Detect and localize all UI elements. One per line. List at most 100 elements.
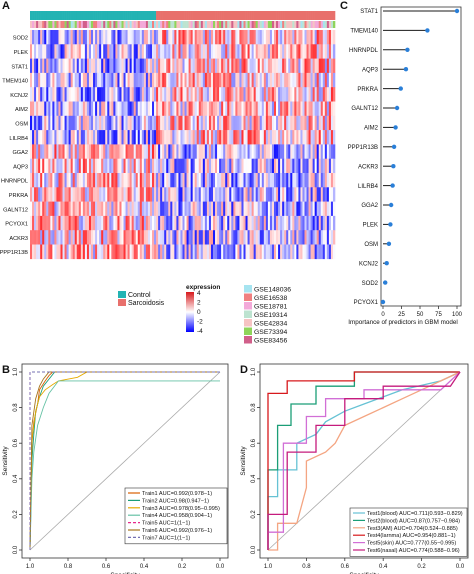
heatmap-cell bbox=[139, 30, 143, 45]
heatmap-cell bbox=[237, 72, 240, 88]
heatmap-cell bbox=[170, 201, 173, 217]
heatmap-cell bbox=[60, 58, 63, 74]
heatmap-cell bbox=[267, 158, 271, 174]
heatmap-cell bbox=[74, 115, 78, 131]
heatmap-cell bbox=[257, 244, 261, 260]
heatmap-cell bbox=[154, 187, 157, 202]
heatmap-cell bbox=[62, 158, 65, 174]
heatmap-cell bbox=[280, 87, 283, 102]
heatmap-cell bbox=[243, 87, 246, 102]
heatmap-cell bbox=[125, 130, 128, 145]
heatmap-cell bbox=[84, 101, 88, 117]
heatmap-cell bbox=[68, 30, 71, 45]
heatmap-cell bbox=[66, 115, 69, 131]
heatmap-cell bbox=[239, 72, 242, 88]
heatmap-cell bbox=[188, 87, 191, 102]
group-annotation-cell bbox=[76, 11, 80, 20]
heatmap-cell bbox=[178, 173, 181, 188]
heatmap-cell bbox=[50, 115, 53, 131]
heatmap-cell bbox=[123, 101, 126, 117]
heatmap-cell bbox=[52, 115, 55, 131]
group-annotation-cell bbox=[162, 11, 165, 20]
heatmap-cell bbox=[78, 30, 82, 45]
heatmap-cell bbox=[66, 158, 69, 174]
heatmap-cell bbox=[97, 72, 100, 88]
panel-b-label: B bbox=[2, 364, 10, 376]
heatmap-cell bbox=[229, 44, 232, 59]
heatmap-cell bbox=[255, 101, 259, 117]
heatmap-cell bbox=[330, 101, 334, 117]
heatmap-cell bbox=[32, 130, 35, 145]
heatmap-cell bbox=[101, 144, 104, 159]
heatmap-cell bbox=[306, 72, 309, 88]
heatmap-cell bbox=[121, 30, 124, 45]
heatmap-cell bbox=[103, 173, 106, 188]
heatmap-cell bbox=[208, 30, 212, 45]
heatmap-cell bbox=[176, 173, 179, 188]
heatmap-cell bbox=[192, 30, 195, 45]
heatmap-cell bbox=[58, 101, 61, 117]
heatmap-cell bbox=[88, 144, 92, 159]
heatmap-cell bbox=[44, 101, 47, 117]
heatmap-cell bbox=[239, 230, 242, 245]
dataset-annotation-cell bbox=[149, 21, 153, 28]
roc-x-tick-label: 1.0 bbox=[26, 564, 35, 570]
heatmap-cell bbox=[312, 58, 315, 74]
group-annotation-cell bbox=[48, 11, 51, 20]
heatmap-cell bbox=[253, 58, 256, 74]
heatmap-cell bbox=[52, 244, 55, 260]
heatmap-cell bbox=[164, 30, 167, 45]
heatmap-cell bbox=[184, 72, 187, 88]
heatmap-cell bbox=[284, 72, 287, 88]
heatmap-cell bbox=[176, 30, 179, 45]
heatmap-cell bbox=[188, 72, 191, 88]
heatmap-cell bbox=[286, 130, 289, 145]
heatmap-cell bbox=[261, 244, 265, 260]
heatmap-cell bbox=[162, 44, 165, 59]
heatmap-cell bbox=[117, 230, 120, 245]
heatmap-cell bbox=[267, 173, 271, 188]
heatmap-cell bbox=[324, 244, 328, 260]
heatmap-cell bbox=[328, 30, 332, 45]
heatmap-cell bbox=[184, 101, 187, 117]
heatmap-cell bbox=[223, 187, 226, 202]
heatmap-cell bbox=[217, 201, 220, 217]
heatmap-cell bbox=[278, 144, 281, 159]
heatmap-cell bbox=[38, 30, 41, 45]
heatmap-cell bbox=[213, 173, 216, 188]
heatmap-cell bbox=[84, 144, 88, 159]
roc-legend-label: Train2 AUC=0.98(0.947−1) bbox=[142, 498, 209, 504]
heatmap-cell bbox=[174, 58, 177, 74]
heatmap-cell bbox=[44, 87, 47, 102]
heatmap-cell bbox=[166, 115, 169, 131]
dataset-legend-swatch bbox=[244, 327, 252, 335]
heatmap-cell bbox=[127, 187, 130, 202]
heatmap-cell bbox=[237, 115, 240, 131]
heatmap-cell bbox=[208, 58, 212, 74]
dataset-annotation-cell bbox=[105, 21, 108, 28]
heatmap-cell bbox=[117, 115, 120, 131]
group-annotation-cell bbox=[149, 11, 153, 20]
heatmap-cell bbox=[162, 230, 165, 245]
heatmap-cell bbox=[298, 230, 301, 245]
heatmap-cell bbox=[237, 230, 240, 245]
roc-legend-box bbox=[349, 507, 468, 557]
heatmap-cell bbox=[80, 58, 84, 74]
heatmap-panel: SOD2PLEKSTAT1TMEM140KCNJ2AIM2OSMLILRB4GG… bbox=[0, 11, 336, 345]
heatmap-cell bbox=[200, 44, 204, 59]
heatmap-cell bbox=[330, 72, 334, 88]
heatmap-cell bbox=[223, 201, 226, 217]
heatmap-cell bbox=[103, 158, 106, 174]
heatmap-row-label: ACKR3 bbox=[9, 236, 28, 242]
heatmap-cell bbox=[225, 72, 228, 88]
roc-x-tick-label: 0.8 bbox=[302, 564, 311, 570]
heatmap-cell bbox=[125, 58, 128, 74]
heatmap-cell bbox=[88, 44, 92, 59]
heatmap-cell bbox=[141, 130, 145, 145]
heatmap-cell bbox=[200, 244, 204, 260]
heatmap-cell bbox=[243, 144, 246, 159]
heatmap-cell bbox=[113, 58, 116, 74]
heatmap-cell bbox=[166, 187, 169, 202]
heatmap-cell bbox=[225, 201, 228, 217]
heatmap-cell bbox=[231, 158, 234, 174]
